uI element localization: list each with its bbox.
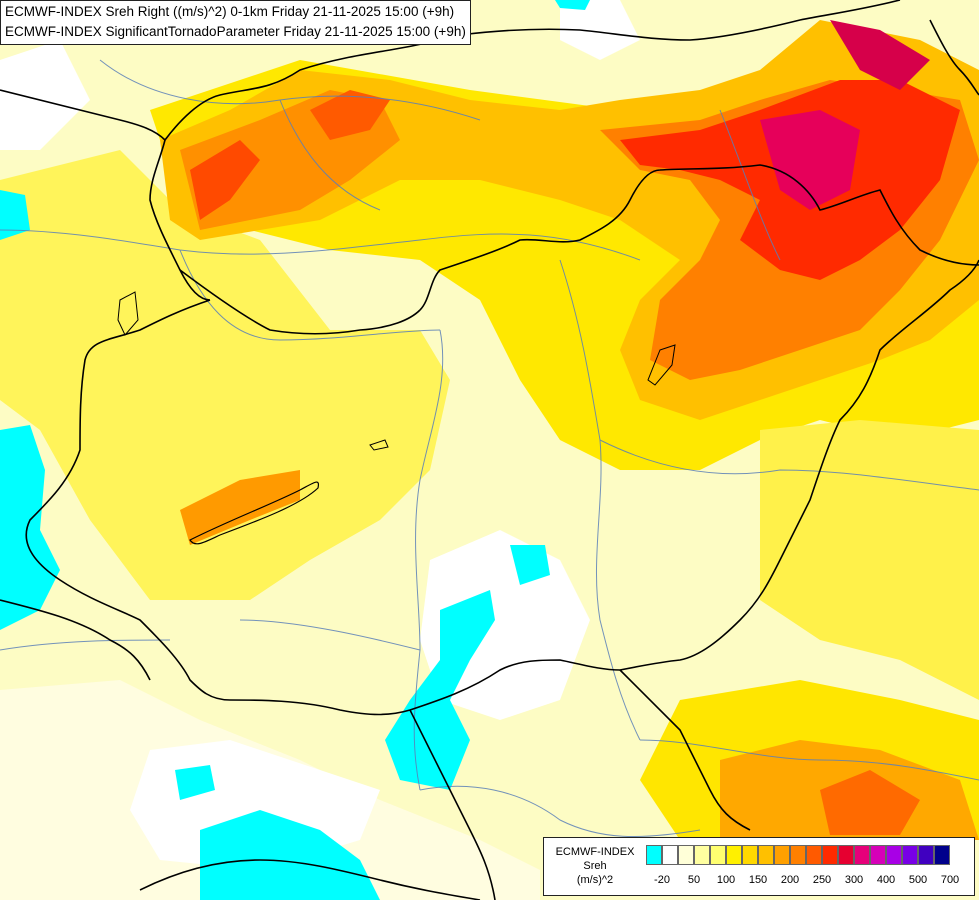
legend-swatch (822, 845, 838, 865)
pale-zone-north (560, 0, 640, 60)
legend-tick-label: 150 (748, 874, 768, 886)
legend-swatch (902, 845, 918, 865)
legend-swatch (774, 845, 790, 865)
legend-tick-label: 400 (876, 874, 896, 886)
legend-swatch (678, 845, 694, 865)
legend-swatch (790, 845, 806, 865)
red-zone-north (310, 90, 390, 140)
cyan-zone-southwest (175, 765, 215, 800)
legend-swatch (854, 845, 870, 865)
legend-tick-label: 50 (687, 874, 701, 886)
legend-title: ECMWF-INDEX Sreh (m/s)^2 (547, 845, 643, 887)
legend-swatch (726, 845, 742, 865)
color-legend: ECMWF-INDEX Sreh (m/s)^2 -20 50 100 150 200 2… (543, 837, 975, 896)
pale-zone-west (0, 40, 90, 150)
legend-swatch (934, 845, 950, 865)
legend-swatch (710, 845, 726, 865)
red-zone-south (820, 770, 920, 835)
legend-tick-label: 100 (716, 874, 736, 886)
orange-zone-lake (180, 470, 300, 545)
magenta-zone-top (830, 20, 930, 90)
legend-tick-label: 500 (908, 874, 928, 886)
legend-tick-label: 700 (940, 874, 960, 886)
rivers (0, 59, 979, 838)
legend-tick-label: 200 (780, 874, 800, 886)
legend-swatch (886, 845, 902, 865)
legend-ticks: -20 50 100 150 200 250 300 400 500 700 (646, 874, 972, 890)
cyan-zone-center (510, 545, 550, 585)
lake-east (647, 344, 676, 386)
magenta-zone (760, 110, 860, 210)
legend-swatch (838, 845, 854, 865)
legend-tick-label: 300 (844, 874, 864, 886)
lake-balaton (189, 481, 320, 545)
lake-north (117, 291, 139, 336)
cyan-zone-west2 (0, 190, 30, 240)
map-title-box: ECMWF-INDEX Sreh Right ((m/s)^2) 0-1km F… (0, 0, 471, 45)
legend-swatch (806, 845, 822, 865)
yellow-zone-east (760, 420, 979, 700)
legend-title-line2: Sreh (583, 860, 607, 872)
legend-swatch (646, 845, 662, 865)
cyan-zone-top (555, 0, 590, 10)
yellow-zone-west (0, 150, 450, 600)
legend-swatch (758, 845, 774, 865)
map-title-line2: ECMWF-INDEX SignificantTornadoParameter … (5, 24, 466, 39)
legend-title-line3: (m/s)^2 (576, 874, 614, 886)
lake-small (369, 439, 389, 451)
legend-swatches (646, 845, 950, 865)
map-title-line1: ECMWF-INDEX Sreh Right ((m/s)^2) 0-1km F… (5, 4, 455, 19)
legend-title-line1: ECMWF-INDEX (555, 846, 635, 858)
legend-swatch (742, 845, 758, 865)
legend-swatch (694, 845, 710, 865)
cyan-zone-south (200, 810, 380, 900)
cyan-zone-west (0, 425, 60, 630)
legend-tick-label: -20 (654, 874, 670, 886)
legend-tick-label: 250 (812, 874, 832, 886)
cyan-zone-river (385, 590, 495, 790)
legend-swatch (662, 845, 678, 865)
legend-swatch (870, 845, 886, 865)
red-zone-west (190, 140, 260, 220)
legend-swatch (918, 845, 934, 865)
